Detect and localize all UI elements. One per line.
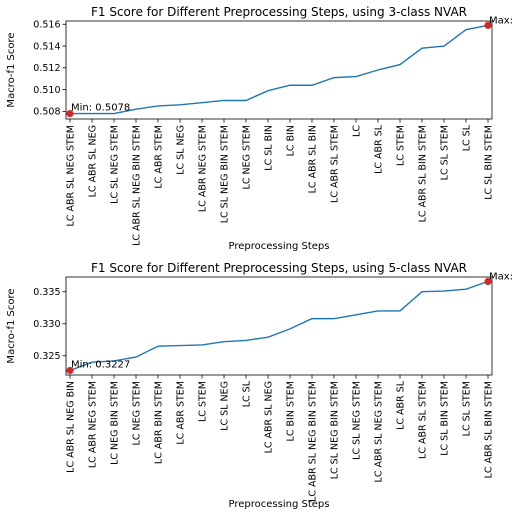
x-tick-label: LC NEG BIN STEM	[110, 381, 121, 465]
x-tick-label: LC SL BIN STEM	[484, 125, 495, 200]
x-tick-label: LC ABR BIN STEM	[154, 381, 165, 464]
plot-frame	[65, 20, 493, 120]
y-tick-label: 0.335	[33, 287, 60, 298]
x-tick-label: LC ABR SL NEG STEM	[374, 381, 385, 482]
x-tick-label: LC NEG STEM	[242, 125, 253, 189]
y-tick-label: 0.516	[33, 20, 60, 31]
x-tick-label: LC ABR SL STEM	[330, 125, 341, 203]
x-tick-label: LC SL BIN STEM	[440, 381, 451, 456]
x-tick-label: LC ABR SL	[374, 124, 385, 174]
chart-title: F1 Score for Different Preprocessing Ste…	[91, 5, 467, 19]
x-tick-label: LC ABR SL BIN STEM	[484, 381, 495, 478]
x-tick-label: LC SL NEG STEM	[352, 381, 363, 460]
x-tick-label: LC SL BIN	[264, 125, 275, 171]
chart-title: F1 Score for Different Preprocessing Ste…	[91, 261, 467, 275]
x-tick-label: LC SL NEG STEM	[110, 125, 121, 204]
min-annotation: Min: 0.5078	[71, 103, 130, 114]
plot-frame	[65, 276, 493, 376]
x-tick-label: LC ABR SL BIN	[308, 125, 319, 193]
x-tick-label: LC ABR SL	[396, 380, 407, 430]
y-tick-label: 0.510	[33, 85, 60, 96]
x-tick-label: LC SL	[462, 124, 473, 151]
x-tick-label: LC SL NEG BIN STEM	[330, 381, 341, 479]
x-tick-label: LC ABR NEG STEM	[88, 381, 99, 468]
y-tick-label: 0.514	[33, 41, 60, 52]
min-point	[66, 366, 74, 375]
max-point	[484, 21, 492, 29]
max-annotation: Max: 0.5159	[489, 15, 515, 26]
x-tick-label: LC BIN	[286, 125, 297, 156]
x-tick-label: LC SL NEG	[176, 125, 187, 175]
y-tick-label: 0.512	[33, 63, 60, 74]
chart-3-class: F1 Score for Different Preprocessing Ste…	[6, 5, 515, 252]
x-tick-label: LC ABR NEG STEM	[198, 125, 209, 212]
x-tick-label: LC NEG STEM	[132, 381, 143, 445]
chart-5-class: F1 Score for Different Preprocessing Ste…	[6, 261, 515, 510]
x-axis-label: Preprocessing Steps	[229, 241, 330, 252]
x-tick-label: LC ABR STEM	[176, 381, 187, 445]
x-tick-label: LC SL NEG	[220, 381, 231, 431]
series-line	[69, 280, 489, 372]
x-tick-label: LC ABR STEM	[154, 125, 165, 189]
max-point	[484, 277, 492, 286]
y-tick-label: 0.508	[33, 107, 60, 118]
x-tick-label: LC ABR SL NEG	[88, 125, 99, 197]
x-tick-label: LC ABR SL NEG STEM	[66, 125, 77, 226]
x-tick-label: LC ABR SL STEM	[418, 381, 429, 459]
x-tick-label: LC ABR SL NEG BIN	[66, 381, 77, 473]
x-tick-label: LC SL NEG BIN STEM	[220, 125, 231, 223]
x-tick-label: LC ABR SL NEG	[264, 381, 275, 453]
x-tick-label: LC BIN STEM	[286, 381, 297, 441]
x-tick-label: LC STEM	[198, 381, 209, 422]
max-annotation: Max: 0.3366	[489, 271, 515, 282]
x-axis-label: Preprocessing Steps	[229, 499, 330, 510]
series-line	[70, 24, 489, 115]
x-tick-label: LC	[352, 125, 363, 137]
y-tick-label: 0.330	[33, 319, 60, 330]
y-axis-label: Macro-f1 Score	[6, 32, 17, 107]
x-tick-label: LC SL	[242, 380, 253, 407]
y-axis-label: Macro-f1 Score	[6, 288, 17, 363]
x-tick-label: LC SL STEM	[462, 381, 473, 436]
x-tick-label: LC SL STEM	[440, 125, 451, 180]
x-tick-label: LC ABR SL NEG BIN STEM	[132, 125, 143, 246]
x-tick-label: LC STEM	[396, 125, 407, 166]
x-tick-label: LC ABR SL BIN STEM	[418, 125, 429, 222]
min-annotation: Min: 0.3227	[71, 360, 130, 371]
y-tick-label: 0.325	[33, 351, 60, 362]
min-point	[66, 109, 74, 118]
x-tick-label: LC ABR SL NEG BIN STEM	[308, 381, 319, 502]
